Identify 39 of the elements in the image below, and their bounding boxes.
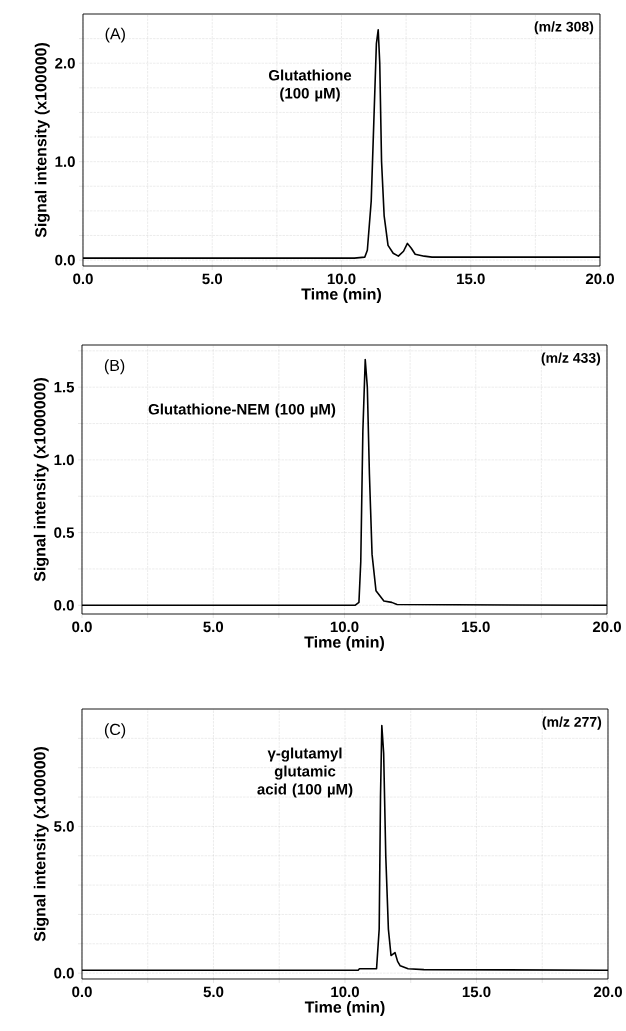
annotation: (A) — [105, 27, 125, 43]
y-axis-title: Signal intensity (x100000) — [33, 747, 49, 942]
x-tick-label: 10.0 — [331, 986, 359, 998]
annotation: (C) — [104, 723, 126, 739]
x-tick-label: 20.0 — [593, 986, 622, 998]
x-tick-label: 15.0 — [457, 273, 485, 285]
y-tick-label: 1.0 — [54, 454, 74, 466]
y-tick-label: 2.0 — [55, 57, 75, 69]
annotation: (m/z 277) — [542, 716, 602, 730]
x-tick-label: 5.0 — [203, 621, 224, 633]
x-tick-label: 20.0 — [592, 621, 621, 633]
annotation: γ-glutamyl glutamic acid (100 µM) — [257, 747, 353, 798]
x-tick-label: 5.0 — [203, 986, 224, 998]
x-axis-title: Time (min) — [304, 636, 384, 651]
y-tick-label: 0.0 — [54, 967, 74, 979]
y-axis-title: Signal intensity (x100000) — [34, 43, 50, 238]
y-tick-label: 1.0 — [55, 156, 75, 167]
annotation: (m/z 308) — [534, 21, 594, 35]
x-tick-label: 15.0 — [462, 621, 490, 633]
x-tick-label: 15.0 — [462, 986, 491, 998]
y-tick-label: 1.5 — [54, 381, 75, 393]
x-tick-label: 10.0 — [327, 273, 356, 285]
x-axis-title: Time (min) — [304, 1001, 385, 1016]
x-tick-label: 10.0 — [330, 621, 359, 633]
x-tick-label: 0.0 — [72, 621, 92, 633]
y-axis-title: Signal intensity (x1000000) — [33, 378, 49, 582]
annotation: Glutathione-NEM (100 µM) — [148, 403, 336, 418]
x-tick-label: 20.0 — [585, 273, 614, 285]
x-tick-label: 0.0 — [72, 986, 92, 998]
y-tick-label: 0.5 — [54, 527, 75, 538]
annotation: Glutathione (100 µM) — [268, 69, 352, 102]
y-tick-label: 0.0 — [55, 254, 75, 266]
y-tick-label: 5.0 — [54, 821, 74, 832]
x-tick-label: 5.0 — [202, 273, 223, 285]
x-tick-label: 0.0 — [73, 273, 93, 285]
annotation: (B) — [104, 359, 125, 375]
y-tick-label: 0.0 — [54, 599, 74, 611]
annotation: (m/z 433) — [541, 352, 601, 366]
x-axis-title: Time (min) — [301, 288, 381, 303]
